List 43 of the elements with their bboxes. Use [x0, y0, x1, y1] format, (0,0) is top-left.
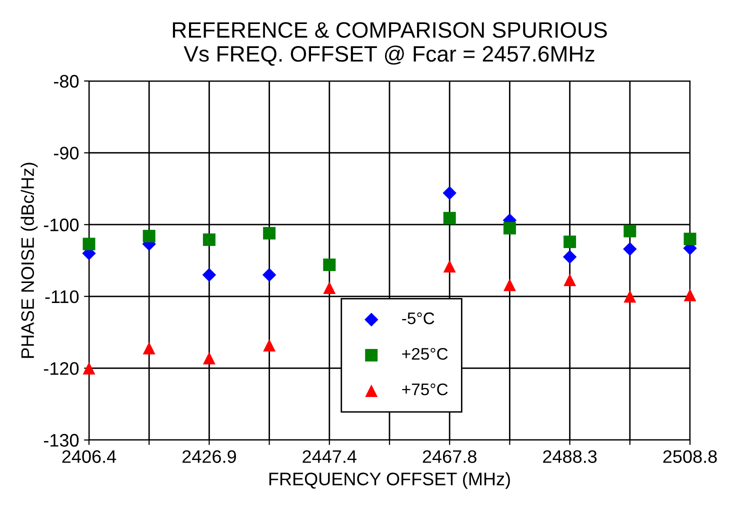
x-tick-label: 2447.4	[302, 450, 356, 463]
point	[202, 352, 216, 364]
y-tick-label: -100	[44, 218, 79, 232]
point	[442, 186, 456, 200]
point	[623, 242, 637, 256]
x-tick-label: 2488.3	[543, 450, 597, 463]
y-tick-label: -130	[44, 434, 79, 447]
point	[564, 236, 576, 248]
point	[263, 226, 276, 240]
x-axis-title: FREQUENCY OFFSET (MHz)	[269, 472, 510, 489]
y-tick-label: -90	[54, 146, 79, 160]
y-tick-label: -80	[54, 74, 79, 88]
point	[263, 338, 276, 352]
point	[564, 274, 576, 286]
point	[142, 230, 156, 242]
point	[443, 260, 456, 272]
point	[82, 362, 96, 374]
point	[624, 290, 636, 303]
legend-label: -5°C	[402, 312, 434, 324]
point	[684, 232, 696, 246]
point	[624, 224, 636, 238]
point	[262, 268, 276, 282]
point	[562, 250, 577, 264]
point	[503, 278, 516, 292]
x-tick-label: 2426.9	[182, 450, 236, 463]
chart-title: REFERENCE & COMPARISON SPURIOUS Vs FREQ. OFFSET @ Fcar = 2457.6MHz	[172, 22, 607, 66]
x-tick-label: 2508.8	[663, 450, 717, 463]
y-tick-label: -120	[44, 362, 79, 375]
point	[202, 268, 216, 282]
x-tick-label: 2406.4	[62, 450, 116, 463]
legend-label: +25°C	[402, 348, 448, 360]
legend-label: +75°C	[402, 383, 448, 396]
point	[684, 288, 696, 302]
x-tick-label: 2467.8	[422, 450, 476, 463]
point	[503, 222, 516, 234]
point	[323, 258, 336, 272]
point	[82, 238, 96, 250]
point	[202, 233, 216, 246]
point	[443, 212, 456, 224]
point	[323, 282, 336, 294]
y-tick-label: -110	[45, 290, 79, 304]
y-axis-title: PHASE NOISE (dBc/Hz)	[20, 162, 38, 358]
point	[142, 342, 156, 354]
